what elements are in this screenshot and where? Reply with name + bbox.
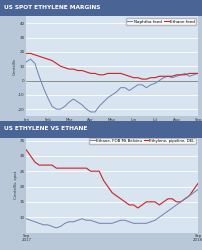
- Text: US SPOT ETHYLENE MARGINS: US SPOT ETHYLENE MARGINS: [4, 5, 100, 10]
- Y-axis label: Cents/lb: Cents/lb: [13, 58, 17, 75]
- Legend: Ethane, FOB Mt Belvieu, Ethylene, pipeline, DEL: Ethane, FOB Mt Belvieu, Ethylene, pipeli…: [89, 138, 196, 144]
- Text: US ETHYLENE VS ETHANE: US ETHYLENE VS ETHANE: [4, 126, 87, 132]
- Legend: Naphtha feed, Ethane feed: Naphtha feed, Ethane feed: [126, 18, 196, 25]
- Y-axis label: Cents/lb, spot: Cents/lb, spot: [14, 171, 18, 199]
